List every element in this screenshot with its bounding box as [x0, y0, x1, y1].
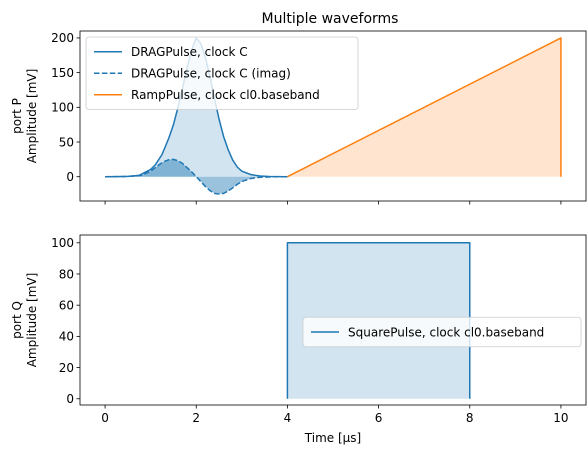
axes-frame: [79, 30, 587, 202]
legend-label: DRAGPulse, clock C (imag): [131, 67, 291, 81]
axes-frame: [79, 234, 587, 406]
legend-box: [302, 316, 582, 348]
legend-label: RampPulse, clock cl0.baseband: [131, 88, 320, 102]
x-tick-label: 4: [284, 411, 292, 425]
series-line: [105, 158, 288, 195]
series-line: [287, 37, 562, 178]
y-tick-label: 100: [51, 101, 74, 115]
y-tick-label: 60: [59, 298, 74, 312]
y-axis-label-amplitude: Amplitude [mV]: [25, 273, 39, 368]
y-tick-label: 150: [51, 66, 74, 80]
y-tick-label: 40: [59, 330, 74, 344]
y-axis-label-port: port Q: [10, 301, 24, 339]
y-tick-label: 80: [59, 267, 74, 281]
x-tick-label: 8: [466, 411, 474, 425]
chart-title: Multiple waveforms: [262, 11, 399, 27]
series-fill: [105, 159, 288, 195]
y-tick-label: 0: [66, 170, 74, 184]
y-tick-label: 50: [59, 135, 74, 149]
x-tick-label: 6: [375, 411, 383, 425]
legend-box: [85, 36, 359, 110]
y-tick-label: 20: [59, 361, 74, 375]
subplot-port-p: 0 50 100 150 200 port P Amplitude [mV] DRAGPuls…: [10, 30, 587, 205]
y-axis-label-amplitude: Amplitude [mV]: [25, 69, 39, 164]
y-tick-label: 100: [51, 236, 74, 250]
x-tick-label: 0: [101, 411, 109, 425]
subplot-port-q: 0 20 40 60 80 100 0 2 4 6 8 10 port Q Amplitude [mV] T…: [10, 234, 587, 445]
x-tick-label: 10: [553, 411, 568, 425]
x-axis-label: Time [µs]: [304, 431, 361, 445]
legend-label: SquarePulse, clock cl0.baseband: [348, 325, 544, 339]
legend-label: DRAGPulse, clock C: [131, 45, 248, 59]
x-tick-label: 2: [192, 411, 200, 425]
y-tick-label: 200: [51, 31, 74, 45]
y-axis-label-port: port P: [10, 98, 24, 134]
y-tick-label: 0: [66, 392, 74, 406]
